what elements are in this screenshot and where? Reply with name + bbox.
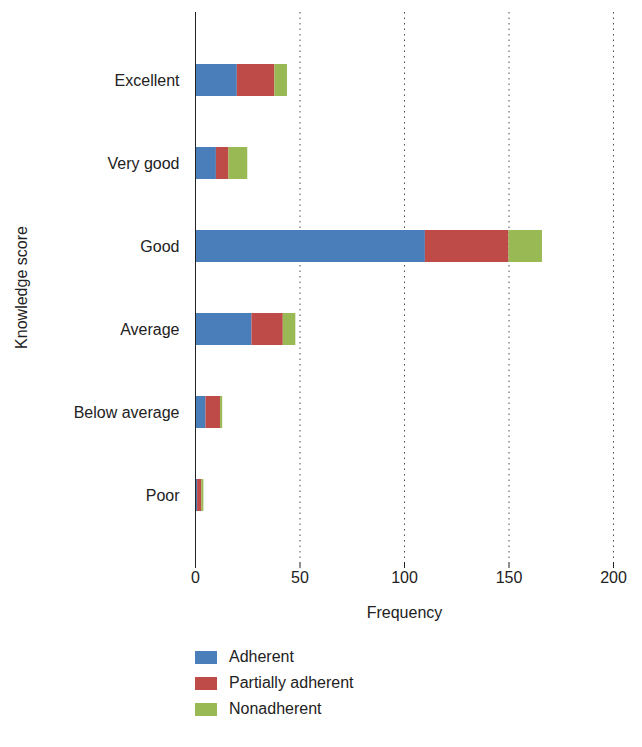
svg-text:100: 100 [391, 569, 418, 586]
svg-text:200: 200 [600, 569, 627, 586]
html-text:Nonadherent: Nonadherent [229, 700, 322, 717]
svg-text:Very good: Very good [107, 155, 179, 172]
svg-text:Excellent: Excellent [115, 72, 180, 89]
svg-text:150: 150 [496, 569, 523, 586]
svg-text:Poor: Poor [146, 487, 180, 504]
svg-text:0: 0 [191, 569, 200, 586]
svg-text:Average: Average [120, 321, 179, 338]
html-text:Adherent: Adherent [229, 648, 294, 665]
svg-text:Frequency: Frequency [367, 604, 443, 621]
svg-text:Good: Good [140, 238, 179, 255]
svg-text:Knowledge score: Knowledge score [13, 226, 30, 349]
svg-text:50: 50 [291, 569, 309, 586]
html-text:Partially adherent: Partially adherent [229, 674, 354, 691]
svg-text:Below average: Below average [74, 404, 180, 421]
